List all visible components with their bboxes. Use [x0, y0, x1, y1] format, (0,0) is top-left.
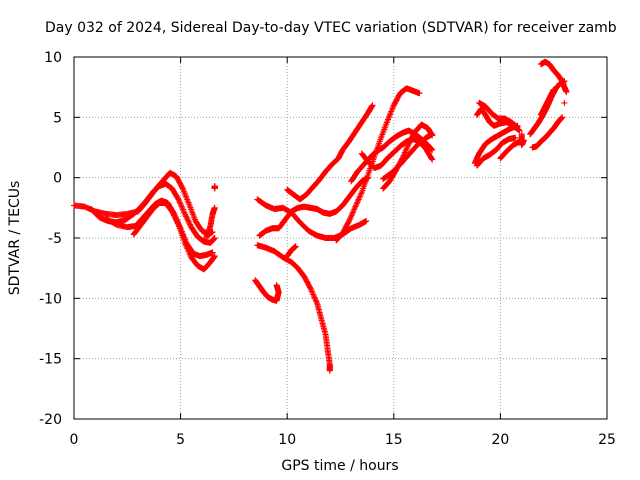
data-point — [180, 208, 187, 214]
data-point — [516, 127, 523, 134]
data-point — [308, 288, 315, 295]
data-point — [345, 219, 352, 226]
data-point — [520, 137, 527, 144]
y-tick-label: -20 — [39, 412, 62, 428]
data-point — [347, 215, 354, 222]
y-tick-label: -5 — [48, 231, 62, 247]
data-point — [363, 218, 370, 225]
x-tick-label: 5 — [176, 432, 185, 448]
data-point — [211, 253, 218, 260]
data-points — [71, 58, 570, 374]
data-point — [175, 196, 182, 203]
data-point — [211, 204, 218, 211]
data-point — [183, 244, 190, 251]
y-tick-label: 0 — [53, 171, 62, 187]
data-point — [179, 184, 186, 191]
data-point — [563, 89, 570, 95]
y-tick-label: -10 — [39, 291, 62, 307]
data-point — [186, 250, 193, 256]
data-point — [369, 102, 376, 109]
data-point — [356, 194, 363, 201]
data-point — [346, 218, 352, 225]
data-point — [403, 145, 410, 152]
y-axis-label: SDTVAR / TECUs — [7, 181, 23, 296]
data-point — [171, 212, 177, 219]
data-point — [173, 217, 180, 224]
data-point — [351, 206, 358, 213]
data-point — [170, 211, 177, 218]
data-point — [428, 155, 435, 162]
data-point — [402, 148, 409, 155]
data-point — [211, 185, 218, 192]
data-point — [171, 213, 178, 220]
data-point — [357, 192, 364, 198]
data-point — [559, 114, 566, 121]
y-tick-label: 5 — [53, 110, 62, 126]
data-point — [211, 235, 218, 241]
data-point — [209, 249, 216, 256]
data-point — [169, 209, 176, 216]
data-point — [311, 294, 318, 301]
x-tick-label: 10 — [278, 432, 296, 448]
x-tick-label: 25 — [598, 432, 616, 448]
data-point — [326, 367, 333, 374]
data-point — [429, 156, 436, 163]
data-point — [178, 202, 184, 209]
data-point — [307, 284, 313, 291]
data-point — [401, 151, 408, 157]
data-point — [186, 220, 193, 227]
data-point — [184, 216, 191, 223]
chart-title: Day 032 of 2024, Sidereal Day-to-day VTE… — [45, 20, 617, 36]
data-point — [352, 203, 359, 210]
data-point — [273, 282, 280, 289]
data-point — [185, 247, 192, 254]
data-point — [312, 297, 319, 304]
data-point — [550, 86, 557, 93]
data-point — [183, 214, 190, 221]
data-point — [561, 99, 568, 106]
x-tick-label: 0 — [70, 432, 79, 448]
data-point — [174, 219, 181, 226]
data-point — [169, 208, 176, 215]
data-point — [292, 243, 299, 250]
plot-frame — [73, 56, 608, 420]
data-point — [179, 205, 186, 212]
data-point — [514, 124, 521, 130]
data-point — [512, 134, 519, 141]
data-point — [172, 216, 179, 223]
y-tick-label: 10 — [44, 50, 62, 66]
data-point — [185, 217, 192, 224]
data-point — [429, 131, 436, 138]
data-point — [185, 218, 192, 225]
x-tick-label: 20 — [491, 432, 509, 448]
x-axis-label: GPS time / hours — [281, 458, 398, 474]
data-point — [176, 199, 183, 206]
data-point — [310, 291, 317, 298]
data-point — [183, 213, 190, 220]
y-tick-label: -15 — [39, 352, 62, 368]
data-point — [172, 215, 179, 222]
data-point — [429, 146, 436, 153]
data-point — [307, 285, 314, 292]
data-point — [182, 212, 189, 219]
data-point — [349, 209, 356, 216]
data-point — [405, 142, 412, 149]
axes: 0 5 10 15 20 25 -20 -15 -10 -5 0 5 10 — [39, 50, 616, 448]
data-point — [187, 221, 193, 228]
data-point — [355, 197, 361, 204]
data-point — [174, 220, 181, 227]
data-point — [181, 210, 188, 217]
x-tick-label: 15 — [385, 432, 403, 448]
data-point — [348, 212, 355, 219]
data-point — [353, 200, 360, 207]
data-point — [416, 90, 423, 97]
data-point — [182, 241, 189, 248]
